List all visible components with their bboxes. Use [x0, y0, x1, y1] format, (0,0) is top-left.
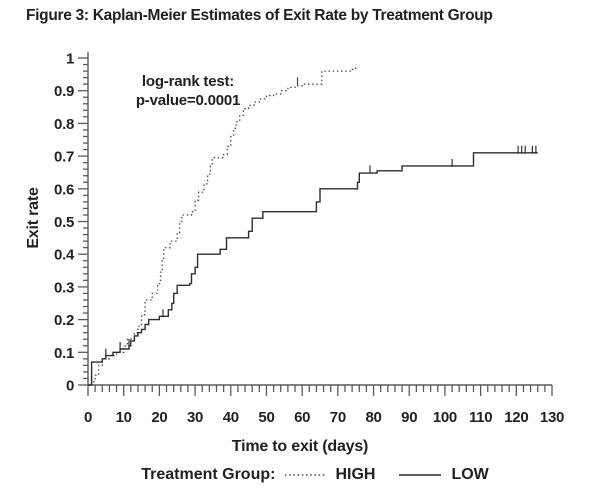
svg-text:0.6: 0.6 [54, 181, 74, 198]
km-plot-svg: 0 10 20 30 40 50 60 70 80 90 100 110 120 130 0 0.1 0.2 0.… [54, 51, 564, 427]
svg-text:70: 70 [330, 409, 346, 426]
legend-high-line-sample [285, 474, 326, 476]
svg-text:80: 80 [365, 409, 381, 426]
svg-text:60: 60 [294, 409, 310, 426]
svg-text:10: 10 [116, 409, 132, 426]
svg-text:0.9: 0.9 [54, 83, 74, 100]
svg-text:1: 1 [66, 51, 74, 68]
logrank-test-label: log-rank test: [141, 73, 235, 90]
svg-text:0.7: 0.7 [54, 149, 74, 166]
svg-text:0.1: 0.1 [54, 345, 74, 362]
svg-text:130: 130 [540, 409, 564, 426]
logrank-annotation: log-rank test: p-value=0.0001 [108, 72, 268, 110]
svg-text:0.3: 0.3 [54, 279, 74, 296]
svg-text:110: 110 [469, 409, 492, 426]
svg-text:0: 0 [84, 409, 92, 426]
svg-text:50: 50 [258, 409, 274, 426]
svg-text:0.2: 0.2 [54, 312, 74, 329]
legend: Treatment Group: HIGH LOW [30, 466, 600, 484]
legend-entry-high: HIGH [335, 466, 376, 483]
svg-text:30: 30 [187, 409, 203, 426]
x-axis-title: Time to exit (days) [231, 438, 369, 455]
svg-text:120: 120 [504, 409, 528, 426]
svg-text:100: 100 [433, 409, 457, 426]
p-value-label: p-value=0.0001 [135, 92, 241, 109]
legend-low-line-sample [399, 474, 442, 476]
svg-text:20: 20 [151, 409, 167, 426]
svg-text:0.4: 0.4 [54, 247, 75, 264]
svg-text:0.8: 0.8 [54, 116, 74, 133]
legend-entry-low: LOW [451, 466, 489, 483]
figure-title: Figure 3: Kaplan-Meier Estimates of Exit… [26, 7, 493, 24]
svg-text:0: 0 [66, 378, 74, 395]
svg-text:90: 90 [401, 409, 417, 426]
svg-text:0.5: 0.5 [54, 214, 74, 231]
y-axis-title: Exit rate [25, 187, 42, 249]
svg-text:40: 40 [223, 409, 239, 426]
legend-title: Treatment Group: [141, 466, 276, 483]
